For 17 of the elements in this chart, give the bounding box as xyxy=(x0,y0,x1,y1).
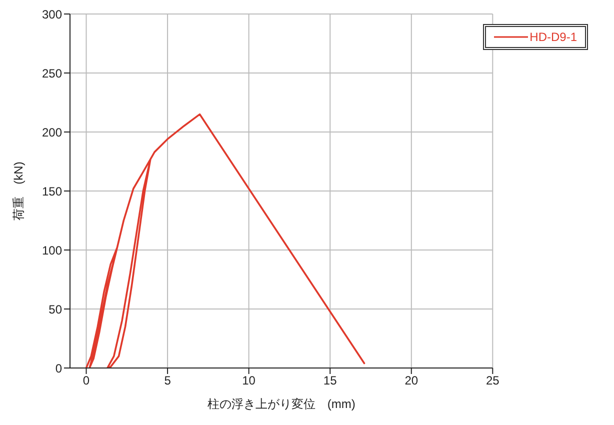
y-axis-title: 荷重 (kN) xyxy=(11,162,26,220)
y-tick-label: 100 xyxy=(42,243,62,258)
x-tick-label: 15 xyxy=(323,374,338,388)
line-series xyxy=(85,113,366,368)
x-axis-title: 柱の浮き上がり変位 (mm) xyxy=(207,397,356,411)
x-tick-label: 5 xyxy=(164,374,172,388)
x-tick-label: 20 xyxy=(404,374,418,388)
legend-label: HD-D9-1 xyxy=(530,30,577,44)
y-tick-label: 50 xyxy=(48,302,62,316)
y-tick-label: 250 xyxy=(42,66,62,80)
y-tick-label: 150 xyxy=(42,184,62,198)
x-tick-label: 0 xyxy=(82,374,90,388)
x-tick-label: 10 xyxy=(242,374,256,388)
y-tick-label: 300 xyxy=(42,7,62,22)
y-tick-label: 200 xyxy=(42,125,62,140)
y-tick-label: 0 xyxy=(55,361,62,376)
x-tick-label: 25 xyxy=(486,374,500,388)
